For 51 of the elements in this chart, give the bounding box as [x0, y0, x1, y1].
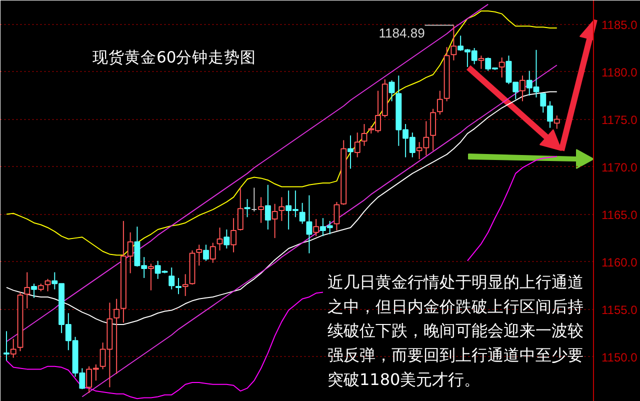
y-tick-label: 1185.0	[602, 18, 638, 32]
candlestick	[216, 227, 223, 251]
candlestick	[354, 132, 360, 158]
candlestick	[436, 90, 443, 116]
candlestick	[168, 267, 175, 290]
candlestick	[251, 187, 258, 212]
y-tick-label: 1170.0	[602, 160, 638, 174]
candlestick	[196, 244, 202, 266]
candlestick	[450, 24, 457, 61]
candlestick	[306, 194, 312, 254]
candlestick	[313, 218, 320, 237]
candlestick	[388, 80, 395, 102]
candlestick	[264, 184, 271, 230]
candlestick	[299, 202, 306, 224]
y-tick-label: 1155.0	[602, 302, 638, 317]
candlestick	[114, 298, 120, 374]
candlestick	[361, 124, 368, 146]
candlestick	[31, 283, 37, 298]
text: 现货黄金60分钟走势图	[92, 48, 256, 66]
y-tick-label: 1165.0	[602, 208, 638, 222]
y-tick-label: 1160.0	[602, 255, 638, 270]
candlestick	[498, 57, 505, 78]
candlestick	[520, 75, 526, 102]
candlestick	[210, 242, 216, 264]
candlestick	[478, 55, 484, 70]
candlestick	[244, 198, 250, 218]
line-series	[6, 4, 489, 342]
candlestick	[272, 203, 278, 239]
y-tick-label: 1150.0	[602, 350, 638, 364]
candlestick	[258, 196, 264, 224]
candlestick	[10, 338, 16, 358]
candlestick	[182, 274, 188, 297]
candlestick	[348, 134, 354, 170]
candlestick	[24, 272, 30, 309]
annotation: 1184.89	[378, 25, 425, 40]
candlestick	[278, 196, 285, 222]
candlestick	[230, 218, 237, 253]
y-tick-label: 1180.0	[602, 65, 638, 80]
candlestick	[237, 187, 244, 231]
annotation: 近几日黄金行情处于明显的上行通道之中，但日内金价跌破上行区间后持续破位下跌，晚间可能会迎来一波较强反弹，而要回到上行通道中至少要突破1180美元才行。	[328, 272, 584, 389]
candlestick	[554, 114, 560, 130]
y-tick-label: 1175.0	[602, 112, 638, 127]
candlestick	[224, 229, 230, 250]
candlestick	[203, 244, 209, 262]
candlestick	[430, 108, 436, 152]
candlestick	[176, 277, 182, 295]
candlestick	[334, 201, 340, 231]
candlestick	[44, 278, 51, 292]
candlestick	[148, 263, 154, 291]
line-series	[6, 10, 558, 256]
candlestick	[4, 330, 10, 362]
